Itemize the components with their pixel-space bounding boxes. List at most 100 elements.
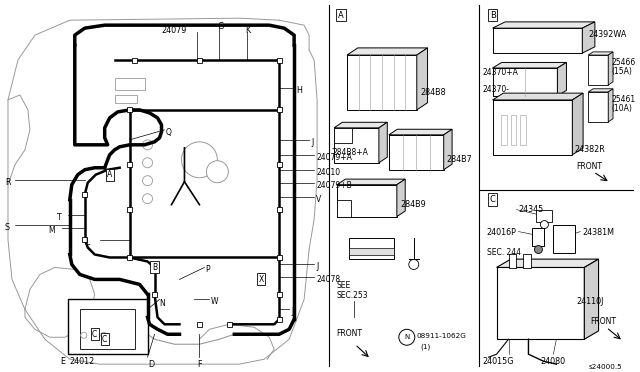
Polygon shape	[584, 259, 598, 339]
Text: (1): (1)	[420, 343, 431, 350]
Text: 284B8+A: 284B8+A	[332, 148, 368, 157]
Text: SEC.253: SEC.253	[336, 291, 367, 300]
Bar	[276, 255, 282, 260]
Polygon shape	[389, 129, 452, 135]
Text: M: M	[48, 225, 54, 235]
Text: 24382R: 24382R	[574, 145, 605, 154]
Circle shape	[206, 161, 228, 183]
Text: Q: Q	[166, 128, 172, 137]
Text: X: X	[259, 275, 264, 284]
Polygon shape	[608, 89, 613, 122]
Bar	[132, 58, 137, 62]
Bar	[127, 108, 132, 112]
Text: 24010: 24010	[316, 168, 340, 177]
Bar	[197, 322, 202, 327]
Text: C: C	[490, 195, 495, 204]
Text: P: P	[205, 266, 210, 275]
Polygon shape	[588, 92, 608, 122]
Bar	[115, 78, 145, 90]
Text: FRONT: FRONT	[336, 329, 362, 338]
Bar	[520, 115, 527, 145]
Circle shape	[399, 329, 415, 345]
Text: F: F	[197, 360, 202, 369]
Text: D: D	[148, 360, 155, 369]
Text: FRONT: FRONT	[577, 162, 602, 171]
Bar	[349, 238, 394, 260]
Polygon shape	[588, 55, 608, 85]
Bar	[83, 192, 87, 197]
Text: J: J	[291, 307, 293, 316]
Bar	[509, 254, 516, 269]
Text: K: K	[245, 26, 250, 35]
Text: FRONT: FRONT	[590, 317, 616, 326]
Polygon shape	[493, 93, 583, 100]
Circle shape	[534, 246, 543, 253]
Text: V: V	[316, 195, 321, 203]
Text: (15A): (15A)	[611, 67, 632, 76]
Bar	[337, 200, 351, 217]
Text: B: B	[490, 11, 495, 20]
Polygon shape	[444, 129, 452, 170]
Bar	[524, 254, 531, 269]
Text: 24078: 24078	[316, 275, 340, 285]
Text: 284B7: 284B7	[447, 155, 472, 164]
Circle shape	[409, 260, 419, 269]
Text: 25466: 25466	[611, 58, 636, 67]
Polygon shape	[417, 48, 428, 110]
Text: 25461: 25461	[611, 95, 636, 104]
Text: 08911-1062G: 08911-1062G	[417, 333, 467, 339]
Text: 24079+B: 24079+B	[316, 181, 352, 190]
Text: 24381M: 24381M	[582, 228, 614, 237]
Text: C: C	[102, 335, 108, 344]
Text: J: J	[316, 263, 318, 272]
Text: J: J	[311, 138, 314, 147]
Polygon shape	[389, 135, 444, 170]
Bar	[152, 292, 157, 297]
Text: SEC. 244: SEC. 244	[486, 247, 520, 257]
Bar	[127, 207, 132, 212]
Text: 24015G: 24015G	[483, 357, 514, 366]
Text: 24012: 24012	[70, 357, 95, 366]
Polygon shape	[397, 179, 405, 217]
Polygon shape	[347, 55, 417, 110]
Polygon shape	[334, 128, 379, 163]
Circle shape	[540, 221, 548, 228]
Polygon shape	[572, 93, 583, 155]
Circle shape	[182, 142, 218, 178]
Bar	[68, 299, 148, 354]
Bar	[227, 322, 232, 327]
Bar	[532, 228, 545, 246]
Polygon shape	[582, 22, 595, 53]
Text: 24110J: 24110J	[577, 297, 604, 307]
Polygon shape	[493, 28, 582, 53]
Circle shape	[143, 140, 152, 150]
Polygon shape	[347, 48, 428, 55]
Text: T: T	[57, 213, 61, 222]
Polygon shape	[497, 259, 598, 267]
Text: C: C	[92, 330, 97, 339]
Text: B: B	[152, 263, 157, 272]
Bar	[80, 310, 134, 349]
Text: L: L	[84, 238, 89, 247]
Polygon shape	[497, 267, 584, 339]
Text: 284B8: 284B8	[420, 88, 446, 97]
Polygon shape	[337, 179, 405, 185]
Bar	[511, 115, 516, 145]
Bar	[349, 247, 394, 256]
Text: (10A): (10A)	[611, 104, 632, 113]
Polygon shape	[608, 52, 613, 85]
Text: R: R	[5, 178, 10, 187]
Text: A: A	[338, 11, 344, 20]
Polygon shape	[493, 22, 595, 28]
Bar	[115, 95, 136, 103]
Bar	[536, 210, 552, 222]
Bar	[127, 255, 132, 260]
Bar	[197, 58, 202, 62]
Circle shape	[143, 158, 152, 168]
Bar	[152, 265, 157, 270]
Text: H: H	[296, 86, 302, 95]
Polygon shape	[588, 89, 613, 92]
Bar	[276, 292, 282, 297]
Text: W: W	[211, 297, 218, 307]
Text: E: E	[60, 357, 65, 366]
